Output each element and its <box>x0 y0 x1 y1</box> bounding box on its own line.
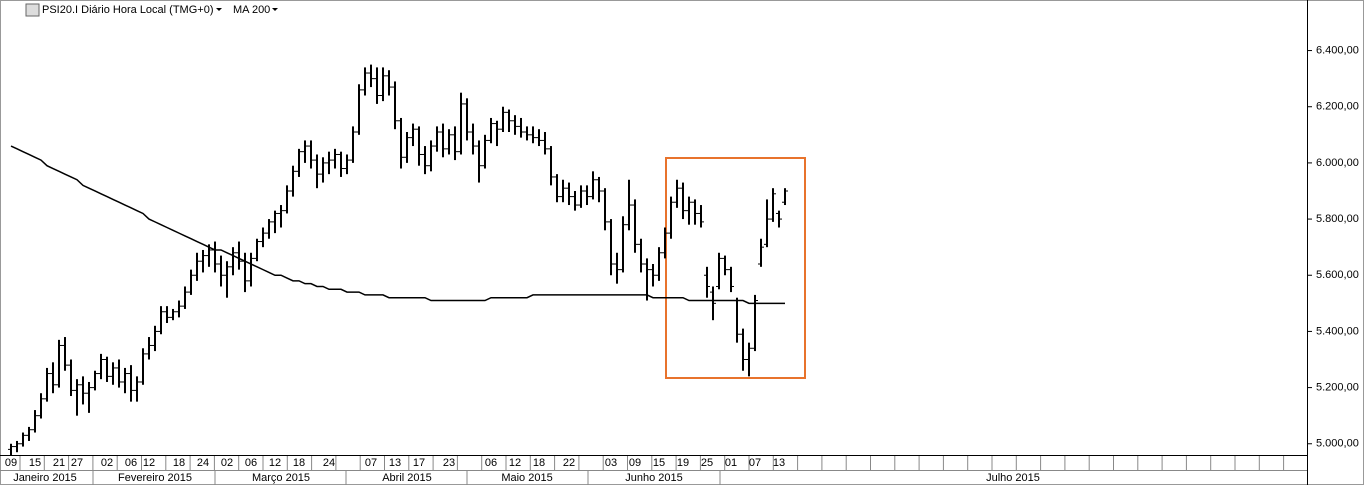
x-tick-label: 06 <box>245 457 257 469</box>
x-tick-label: 02 <box>101 457 113 469</box>
x-tick-label: 09 <box>5 457 17 469</box>
month-label: Maio 2015 <box>501 472 552 484</box>
month-label: Março 2015 <box>252 472 310 484</box>
y-tick-label: 5.200,00 <box>1316 381 1359 393</box>
x-tick-label: 13 <box>389 457 401 469</box>
x-tick-label: 24 <box>323 457 335 469</box>
x-tick-label: 06 <box>125 457 137 469</box>
x-tick-label: 18 <box>293 457 305 469</box>
month-label: Abril 2015 <box>382 472 432 484</box>
y-tick-label: 5.400,00 <box>1316 325 1359 337</box>
x-tick-label: 15 <box>653 457 665 469</box>
x-tick-label: 06 <box>485 457 497 469</box>
x-tick-label: 15 <box>29 457 41 469</box>
month-label: Julho 2015 <box>986 472 1040 484</box>
x-tick-label: 12 <box>143 457 155 469</box>
x-tick-label: 12 <box>269 457 281 469</box>
dropdown-arrow[interactable] <box>272 8 278 11</box>
x-tick-label: 27 <box>71 457 83 469</box>
highlight-box <box>665 157 806 379</box>
x-tick-label: 23 <box>443 457 455 469</box>
y-tick-label: 5.600,00 <box>1316 269 1359 281</box>
chart-icon[interactable] <box>25 3 40 17</box>
x-tick-label: 01 <box>725 457 737 469</box>
x-tick-label: 17 <box>413 457 425 469</box>
x-tick-label: 07 <box>365 457 377 469</box>
header[interactable]: PSI20.I Diário Hora Local (TMG+0) MA 200 <box>25 3 278 17</box>
x-tick-label: 21 <box>53 457 65 469</box>
series-name[interactable]: PSI20.I Diário Hora Local (TMG+0) <box>42 4 213 16</box>
x-tick-label: 18 <box>533 457 545 469</box>
y-tick-label: 5.000,00 <box>1316 438 1359 450</box>
month-label: Junho 2015 <box>625 472 683 484</box>
month-label: Fevereiro 2015 <box>118 472 192 484</box>
ma-line <box>10 145 785 305</box>
month-label: Janeiro 2015 <box>13 472 77 484</box>
x-tick-label: 22 <box>563 457 575 469</box>
x-tick-label: 03 <box>605 457 617 469</box>
x-tick-label: 18 <box>173 457 185 469</box>
y-tick-label: 6.000,00 <box>1316 157 1359 169</box>
dropdown-arrow[interactable] <box>216 8 222 11</box>
x-tick-label: 02 <box>221 457 233 469</box>
ma-name[interactable]: MA 200 <box>233 4 270 16</box>
y-tick-label: 6.400,00 <box>1316 44 1359 56</box>
x-tick-label: 19 <box>677 457 689 469</box>
y-tick-label: 6.200,00 <box>1316 101 1359 113</box>
x-tick-label: 13 <box>773 457 785 469</box>
x-tick-label: 24 <box>197 457 209 469</box>
x-tick-label: 12 <box>509 457 521 469</box>
y-tick-label: 5.800,00 <box>1316 213 1359 225</box>
x-tick-label: 25 <box>701 457 713 469</box>
x-tick-label: 07 <box>749 457 761 469</box>
x-tick-label: 09 <box>629 457 641 469</box>
